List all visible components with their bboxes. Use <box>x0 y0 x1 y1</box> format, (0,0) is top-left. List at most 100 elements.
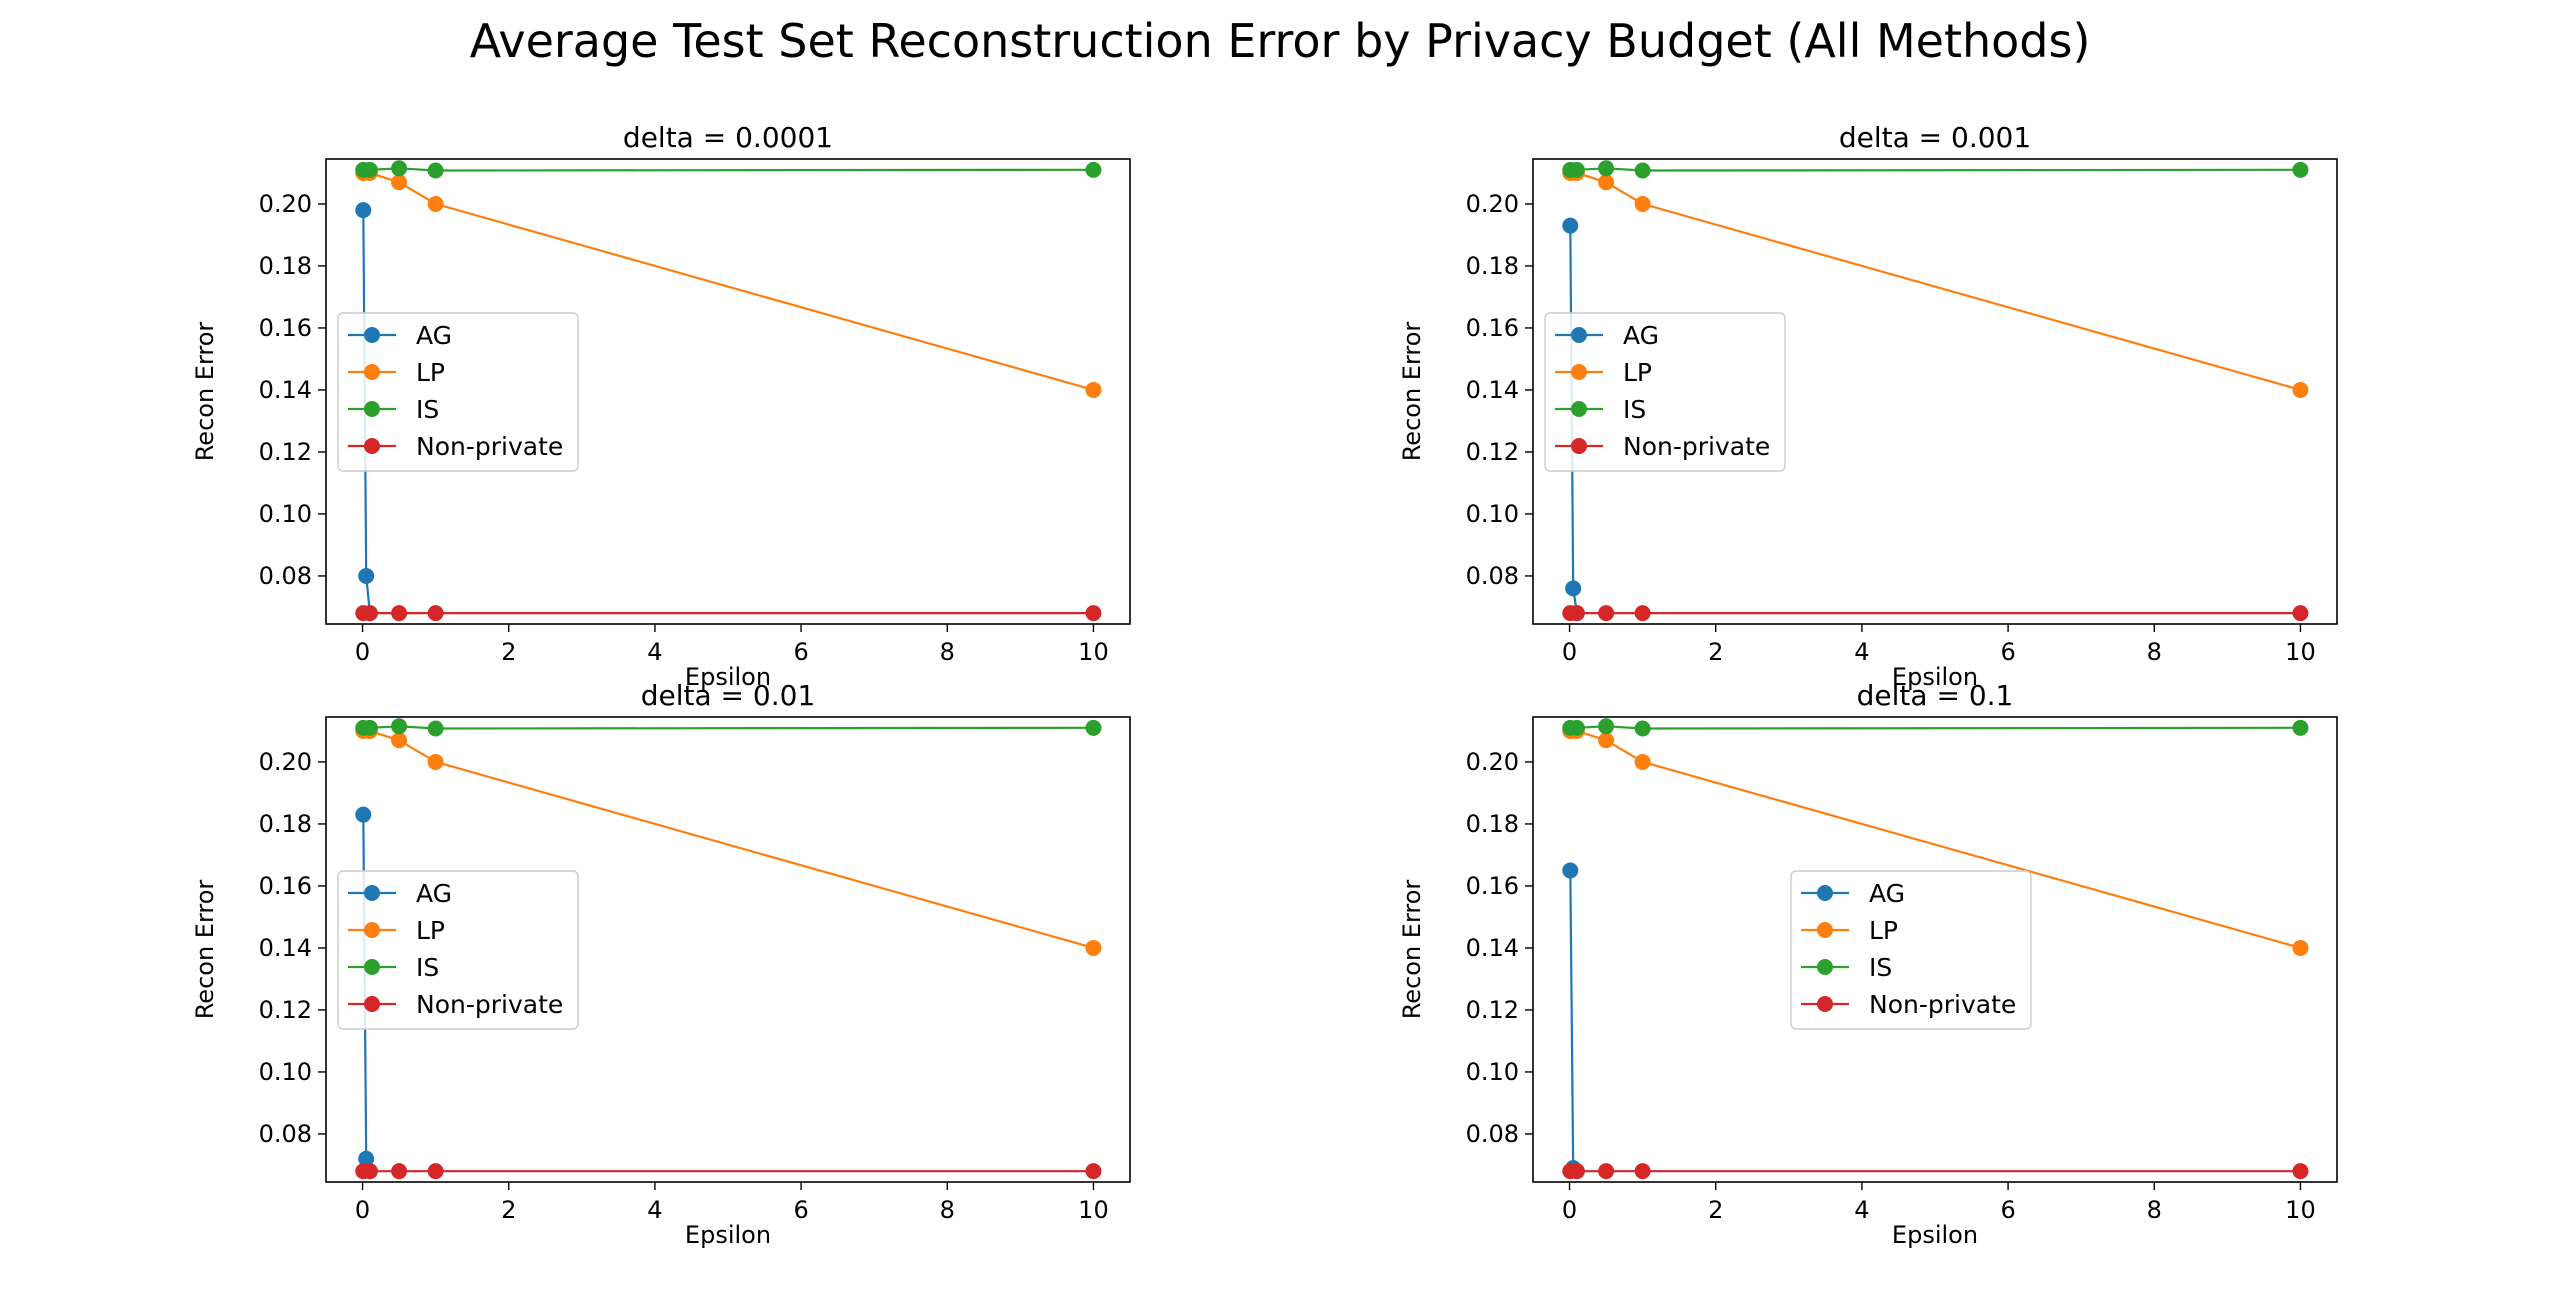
panel-1-y-tick-label-4: 0.16 <box>259 314 312 342</box>
panel-2-legend-lp-label: LP <box>1623 358 1652 387</box>
panel-4-non-private-point-3 <box>1634 1163 1651 1180</box>
panel-1-non-private-point-4 <box>1085 605 1102 622</box>
panel-3-legend-ag-marker <box>364 885 380 901</box>
panel-3-lp-point-2 <box>391 732 408 749</box>
panel-2-x-tick-label-3: 6 <box>2000 638 2015 666</box>
panel-4-ag-point-0 <box>1562 862 1579 879</box>
panel-3-non-private-point-4 <box>1085 1163 1102 1180</box>
panel-2-legend-ag-label: AG <box>1623 321 1659 350</box>
panel-1-lp-point-2 <box>391 174 408 191</box>
panel-2-is-point-3 <box>1634 162 1651 179</box>
panel-2-legend-lp-marker <box>1571 364 1587 380</box>
panel-3-lp-point-4 <box>1085 939 1102 956</box>
panel-3-x-tick-label-2: 4 <box>647 1196 662 1224</box>
panel-1-legend-ag-label: AG <box>416 321 452 350</box>
panel-3-lp-point-3 <box>427 753 444 770</box>
panel-4-x-tick-label-5: 10 <box>2285 1196 2316 1224</box>
panel-4-legend-lp-label: LP <box>1869 916 1898 945</box>
panel-4-x-tick-label-1: 2 <box>1708 1196 1723 1224</box>
panel-4-is-point-4 <box>2292 719 2309 736</box>
panel-2-legend-is-label: IS <box>1623 395 1646 424</box>
panel-3-x-tick-label-3: 6 <box>793 1196 808 1224</box>
figure-title: Average Test Set Reconstruction Error by… <box>469 14 2091 68</box>
panel-2-y-axis-label: Recon Error <box>1398 322 1426 462</box>
panel-3-x-tick-label-1: 2 <box>501 1196 516 1224</box>
panel-4-ag-line <box>1569 870 1578 1173</box>
panel-3-legend-is-label: IS <box>416 953 439 982</box>
panel-1-x-tick-label-2: 4 <box>647 638 662 666</box>
panel-3-non-private-point-1 <box>361 1163 378 1180</box>
panel-4-legend-box <box>1790 870 2032 1030</box>
panel-1-axes-frame <box>325 158 1131 625</box>
panel-1-x-tick-label-1: 2 <box>501 638 516 666</box>
panel-1-non-private-point-1 <box>361 605 378 622</box>
panel-4-lp-point-2 <box>1598 732 1615 749</box>
panel-4-non-private-point-2 <box>1598 1163 1615 1180</box>
panel-1-x-tick-label-4: 8 <box>940 638 955 666</box>
panel-1-lp-point-3 <box>427 195 444 212</box>
panel-4-x-tick-label-2: 4 <box>1854 1196 1869 1224</box>
panel-2-lp-point-2 <box>1598 174 1615 191</box>
panel-1-legend-ag-marker <box>364 327 380 343</box>
panel-1-x-tick-label-0: 0 <box>355 638 370 666</box>
panel-1-ag-point-1 <box>358 567 375 584</box>
panel-4-legend-non-private-label: Non-private <box>1869 990 2016 1019</box>
panel-4-legend-lp-marker <box>1817 922 1833 938</box>
panel-3-y-tick-label-2: 0.12 <box>259 996 312 1024</box>
panel-3-y-tick-label-5: 0.18 <box>259 810 312 838</box>
panel-1-is-point-1 <box>361 161 378 178</box>
panel-2-is-point-1 <box>1568 161 1585 178</box>
panel-2-ag-point-1 <box>1565 580 1582 597</box>
panel-4-axes-frame <box>1532 716 2338 1183</box>
panel-3-ag-point-1 <box>358 1150 375 1167</box>
panel-4-lp-point-4 <box>2292 939 2309 956</box>
panel-1-title: delta = 0.0001 <box>623 121 833 154</box>
panel-1-lp-point-4 <box>1085 381 1102 398</box>
panel-4-y-tick-label-5: 0.18 <box>1466 810 1519 838</box>
panel-1-legend-non-private-marker <box>364 438 380 454</box>
panel-1-y-tick-label-6: 0.20 <box>259 190 312 218</box>
panel-3-is-line <box>363 725 1094 730</box>
panel-2-y-tick-label-6: 0.20 <box>1466 190 1519 218</box>
panel-3-legend-non-private-marker <box>364 996 380 1012</box>
panel-3-is-point-3 <box>427 720 444 737</box>
panel-2-y-tick-label-2: 0.12 <box>1466 438 1519 466</box>
panel-3-x-axis-label: Epsilon <box>685 1221 771 1249</box>
panel-3-title: delta = 0.01 <box>641 679 816 712</box>
panel-4-y-tick-label-3: 0.14 <box>1466 934 1519 962</box>
panel-3-non-private-point-2 <box>391 1163 408 1180</box>
panel-3-legend-lp-marker <box>364 922 380 938</box>
panel-1-is-line <box>363 167 1094 172</box>
panel-2-is-point-2 <box>1598 160 1615 177</box>
panel-3-is-point-2 <box>391 718 408 735</box>
panel-2-title: delta = 0.001 <box>1839 121 2031 154</box>
panel-4-x-tick-label-3: 6 <box>2000 1196 2015 1224</box>
panel-3-ag-point-0 <box>355 806 372 823</box>
panel-1-non-private-point-3 <box>427 605 444 622</box>
panel-2-x-tick-label-1: 2 <box>1708 638 1723 666</box>
panel-2-legend-is-marker <box>1571 401 1587 417</box>
panel-2-legend-ag-marker <box>1571 327 1587 343</box>
panel-1-x-tick-label-3: 6 <box>793 638 808 666</box>
panel-4-y-tick-label-1: 0.10 <box>1466 1058 1519 1086</box>
panel-3-y-tick-label-1: 0.10 <box>259 1058 312 1086</box>
panel-1-legend-box <box>337 312 579 472</box>
panel-3-x-tick-label-5: 10 <box>1078 1196 1109 1224</box>
panel-3-is-point-4 <box>1085 719 1102 736</box>
panel-4-legend-ag-marker <box>1817 885 1833 901</box>
panel-1-y-tick-label-0: 0.08 <box>259 562 312 590</box>
panel-2-is-line <box>1570 167 2301 172</box>
panel-2-y-tick-label-0: 0.08 <box>1466 562 1519 590</box>
panel-2-y-tick-label-4: 0.16 <box>1466 314 1519 342</box>
panel-3-y-tick-label-6: 0.20 <box>259 748 312 776</box>
panel-3-is-point-1 <box>361 719 378 736</box>
panel-4-legend-is-marker <box>1817 959 1833 975</box>
panel-1-x-tick-label-5: 10 <box>1078 638 1109 666</box>
panel-2-lp-point-3 <box>1634 195 1651 212</box>
panel-4-y-tick-label-6: 0.20 <box>1466 748 1519 776</box>
panel-4-title: delta = 0.1 <box>1857 679 2014 712</box>
panel-4-lp-point-3 <box>1634 753 1651 770</box>
panel-1-x-axis-label: Epsilon <box>685 663 771 691</box>
panel-3-axes-frame <box>325 716 1131 1183</box>
panel-1-y-tick-label-3: 0.14 <box>259 376 312 404</box>
